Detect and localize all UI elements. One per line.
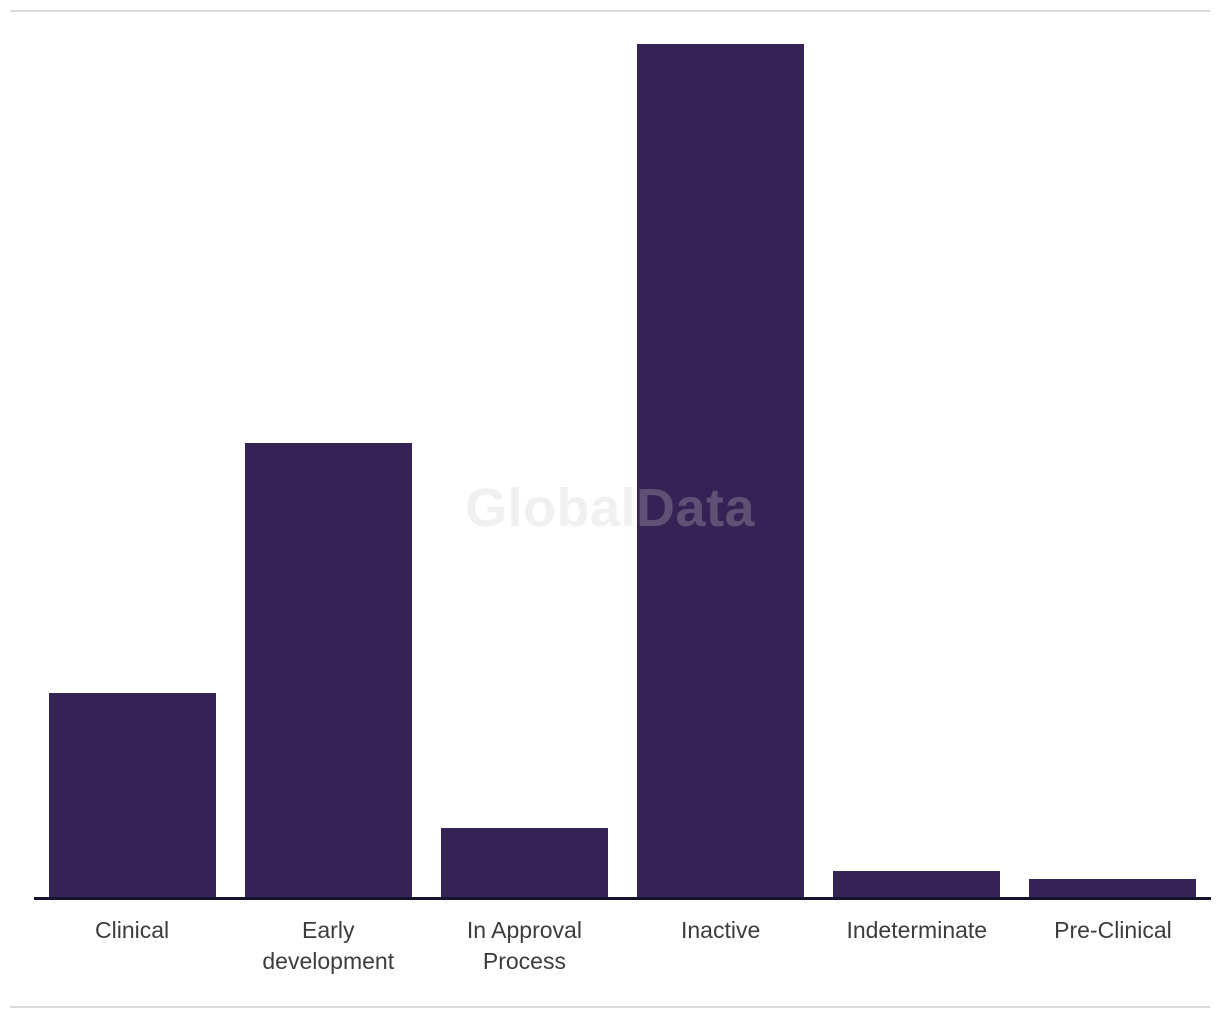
plot-area <box>34 0 1211 897</box>
x-axis-label-slot-pre-clinical: Pre-Clinical <box>1015 915 1211 977</box>
x-axis-label-slot-in-approval-process: In Approval Process <box>426 915 622 977</box>
top-divider <box>10 10 1210 12</box>
x-axis-label-early-development: Early development <box>262 917 395 974</box>
bottom-divider <box>10 1006 1210 1008</box>
x-axis-label-pre-clinical: Pre-Clinical <box>1054 917 1172 943</box>
bar-slot-clinical <box>34 0 230 897</box>
x-axis-label-inactive: Inactive <box>680 917 761 943</box>
x-axis-label-indeterminate: Indeterminate <box>846 917 988 943</box>
x-axis-line <box>34 897 1211 900</box>
x-axis-labels: Clinical Early development In Approval Pro… <box>34 915 1211 977</box>
bar-early-development[interactable] <box>244 443 412 897</box>
bar-in-approval-process[interactable] <box>440 828 608 897</box>
bar-slot-inactive <box>623 0 819 897</box>
x-axis-label-slot-clinical: Clinical <box>34 915 230 977</box>
x-axis-label-slot-indeterminate: Indeterminate <box>819 915 1015 977</box>
bar-clinical[interactable] <box>48 693 216 897</box>
bar-slot-in-approval-process <box>426 0 622 897</box>
bar-slot-pre-clinical <box>1015 0 1211 897</box>
bar-indeterminate[interactable] <box>833 871 1001 897</box>
x-axis-label-in-approval-process: In Approval Process <box>466 917 582 974</box>
bar-slot-indeterminate <box>819 0 1015 897</box>
bar-pre-clinical[interactable] <box>1029 879 1197 897</box>
bar-slot-early-development <box>230 0 426 897</box>
bar-inactive[interactable] <box>637 44 805 897</box>
x-axis-label-clinical: Clinical <box>95 917 170 943</box>
x-axis-label-slot-inactive: Inactive <box>623 915 819 977</box>
x-axis-label-slot-early-development: Early development <box>230 915 426 977</box>
